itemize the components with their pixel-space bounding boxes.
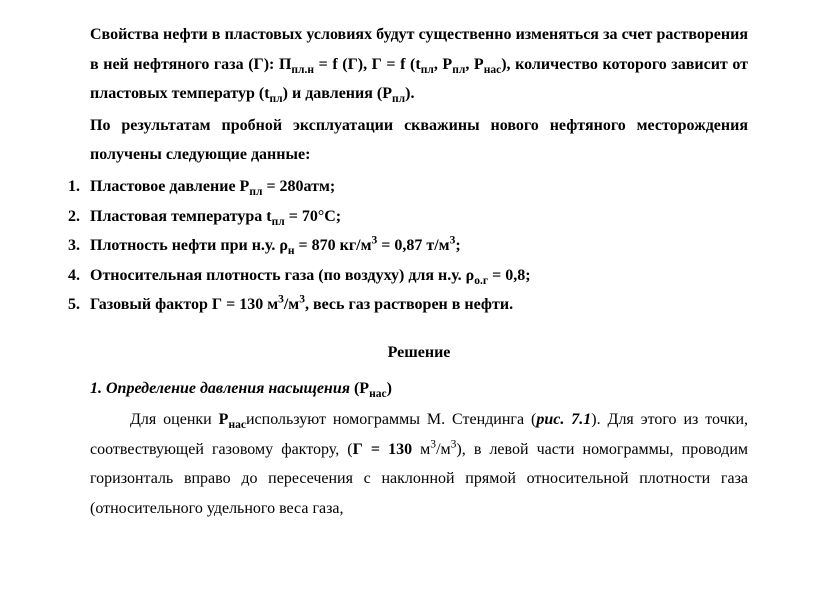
text: Относительная плотность газа (по воздуху… xyxy=(90,267,474,284)
text: Г = 130 xyxy=(353,441,421,458)
text: ; xyxy=(455,237,460,254)
text: используют номограммы М. Стендинга ( xyxy=(246,411,536,428)
subscript: нас xyxy=(484,64,502,76)
subscript: пл xyxy=(272,216,285,228)
text: Газовый фактор Г = 130 м xyxy=(90,296,278,313)
intro-paragraph-1: Свойства нефти в пластовых условиях буду… xyxy=(90,20,748,109)
text: Для оценки xyxy=(130,411,219,428)
text: , P xyxy=(465,56,483,73)
text: ) xyxy=(387,380,392,397)
subscript: пл xyxy=(392,93,405,105)
list-item: Относительная плотность газа (по воздуху… xyxy=(68,261,748,291)
subscript: нас xyxy=(369,388,387,400)
document-body: Свойства нефти в пластовых условиях буду… xyxy=(90,20,748,524)
text: , P xyxy=(434,56,452,73)
subscript: пл xyxy=(249,186,262,198)
subscript: пл.н xyxy=(291,64,314,76)
text: P xyxy=(219,411,229,428)
text: м xyxy=(420,441,430,458)
subscript: н xyxy=(288,245,295,257)
text: ). xyxy=(405,85,414,102)
list-item: Плотность нефти при н.у. ρн = 870 кг/м3 … xyxy=(68,231,748,261)
text: 1. Определение давления насыщения xyxy=(90,380,354,397)
intro-paragraph-2: По результатам пробной эксплуатации сква… xyxy=(90,111,748,170)
text: , весь газ растворен в нефти. xyxy=(305,296,513,313)
subscript: нас xyxy=(228,419,246,431)
list-item: Пластовое давление Pпл = 280атм; xyxy=(68,172,748,202)
subscript: пл xyxy=(452,64,465,76)
text: /м xyxy=(284,296,299,313)
subscript: пл xyxy=(421,64,434,76)
text: Плотность нефти при н.у. ρ xyxy=(90,237,288,254)
figure-ref: рис. 7.1 xyxy=(536,411,591,428)
text: = 0,87 т/м xyxy=(377,237,449,254)
text: = 0,8; xyxy=(488,267,530,284)
text: = 70°С; xyxy=(285,208,341,225)
text: /м xyxy=(436,441,451,458)
text: Пластовая температура t xyxy=(90,208,272,225)
solution-body: Для оценки Pнасиспользуют номограммы М. … xyxy=(90,405,748,523)
text: = 280атм; xyxy=(262,178,335,195)
section-title: 1. Определение давления насыщения (Pнас) xyxy=(90,374,748,404)
text: = f (Г), Г = f (t xyxy=(314,56,421,73)
text: Пластовое давление P xyxy=(90,178,249,195)
list-item: Пластовая температура tпл = 70°С; xyxy=(68,202,748,232)
subscript: пл xyxy=(270,93,283,105)
subscript: о.г xyxy=(474,275,488,287)
text: = 870 кг/м xyxy=(295,237,372,254)
text: ) и давления (P xyxy=(283,85,392,102)
list-item: Газовый фактор Г = 130 м3/м3, весь газ р… xyxy=(68,290,748,320)
data-list: Пластовое давление Pпл = 280атм; Пластов… xyxy=(90,172,748,320)
solution-heading: Решение xyxy=(90,338,748,368)
text: (P xyxy=(354,380,369,397)
